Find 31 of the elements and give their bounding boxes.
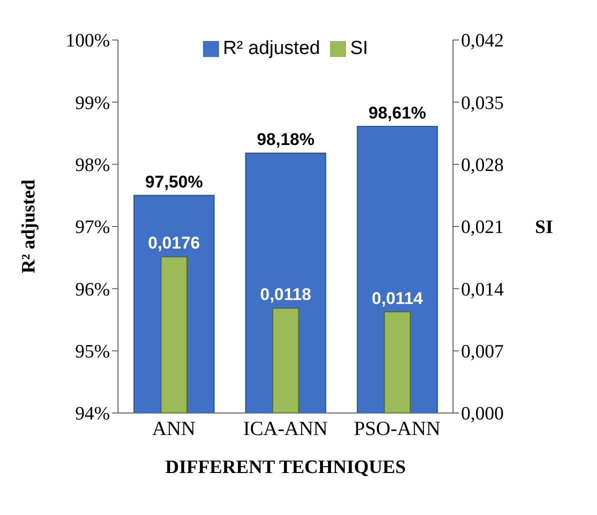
data-label: 97,50% bbox=[145, 172, 203, 192]
y2-tick-label: 0,035 bbox=[461, 92, 504, 114]
bar bbox=[272, 308, 300, 413]
bar bbox=[160, 256, 188, 413]
y2-tick-label: 0,021 bbox=[461, 217, 504, 238]
legend-label: SI bbox=[350, 38, 368, 59]
data-label: 98,61% bbox=[368, 103, 426, 122]
y2-tick-label: 0,007 bbox=[461, 342, 504, 363]
x-tick-label: ICA-ANN bbox=[243, 418, 328, 440]
y2-axis-title: SI bbox=[535, 217, 553, 238]
data-label: 0,0176 bbox=[148, 234, 200, 253]
data-label: 98,18% bbox=[256, 130, 315, 150]
bar bbox=[384, 311, 411, 413]
y-tick-label: 96% bbox=[75, 279, 110, 300]
y-tick-label: 100% bbox=[66, 30, 110, 52]
x-tick-label: PSO-ANN bbox=[354, 418, 441, 440]
x-tick-label: ANN bbox=[152, 418, 196, 440]
y-axis-title: R² adjusted bbox=[18, 179, 40, 274]
y2-tick-label: 0,000 bbox=[461, 404, 504, 425]
data-label: 0,0118 bbox=[260, 285, 312, 304]
y2-tick-label: 0,042 bbox=[461, 30, 504, 52]
y2-tick-label: 0,014 bbox=[461, 279, 504, 300]
y-tick-label: 95% bbox=[75, 342, 110, 363]
y-tick-label: 99% bbox=[75, 92, 110, 114]
x-axis-title: DIFFERENT TECHNIQUES bbox=[165, 457, 406, 478]
y-tick-label: 94% bbox=[75, 404, 110, 425]
y-tick-label: 98% bbox=[75, 155, 110, 176]
y2-tick-label: 0,028 bbox=[461, 155, 504, 176]
legend-label: R² adjusted bbox=[222, 38, 320, 59]
data-label: 0,0114 bbox=[372, 288, 424, 308]
y-tick-label: 97% bbox=[75, 217, 110, 238]
